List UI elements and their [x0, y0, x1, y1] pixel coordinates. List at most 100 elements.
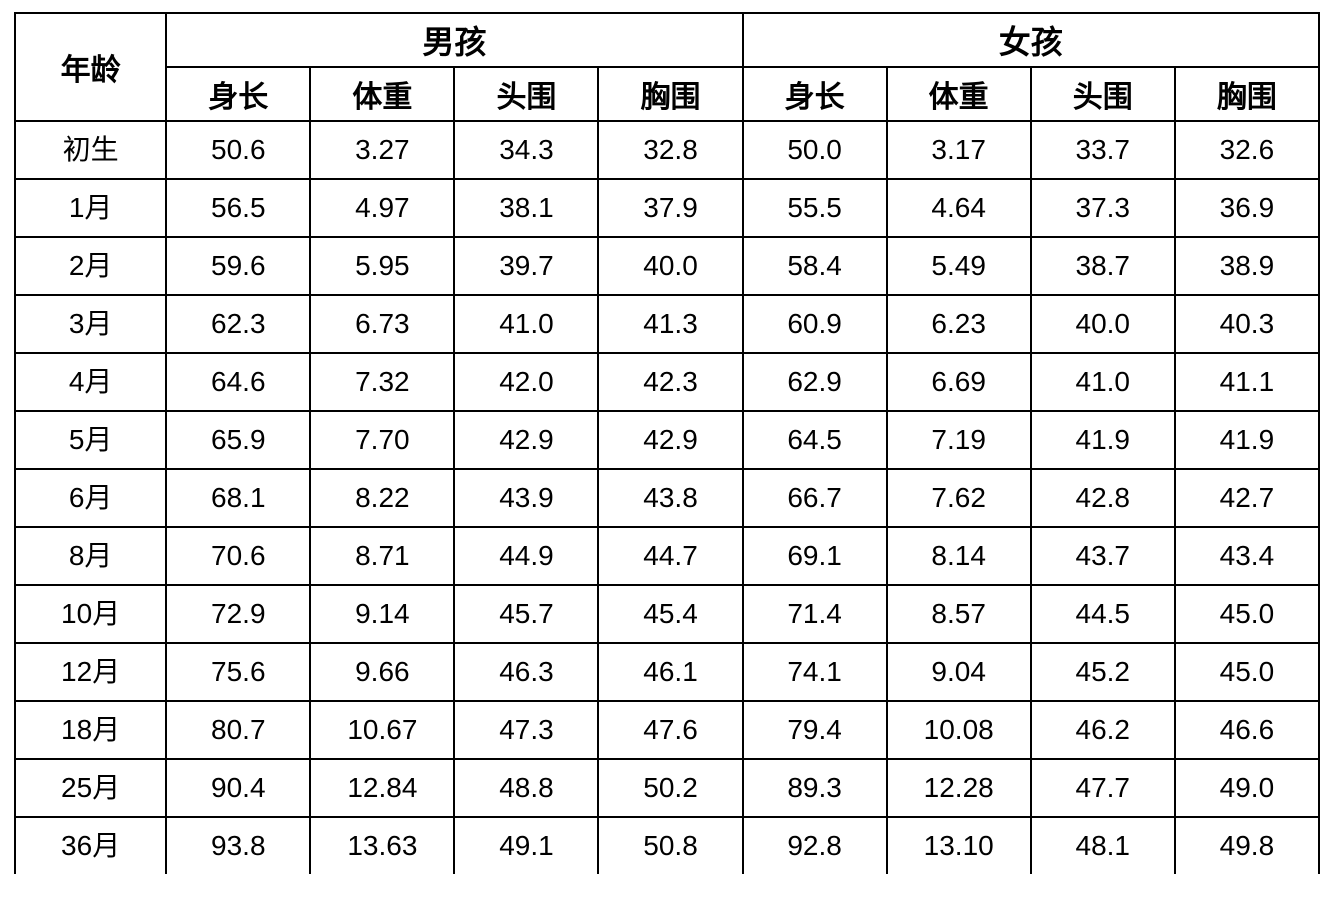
table-row: 8月 70.6 8.71 44.9 44.7 69.1 8.14 43.7 43…	[15, 527, 1319, 585]
cell: 39.7	[454, 237, 598, 295]
cell: 7.70	[310, 411, 454, 469]
table-row: 3月 62.3 6.73 41.0 41.3 60.9 6.23 40.0 40…	[15, 295, 1319, 353]
header-girl-head: 头围	[1031, 67, 1175, 121]
cell: 47.7	[1031, 759, 1175, 817]
cell: 50.8	[598, 817, 742, 874]
cell: 64.6	[166, 353, 310, 411]
cell: 41.3	[598, 295, 742, 353]
cell: 45.0	[1175, 643, 1319, 701]
cell: 43.9	[454, 469, 598, 527]
cell: 80.7	[166, 701, 310, 759]
cell: 8.57	[887, 585, 1031, 643]
cell: 40.0	[598, 237, 742, 295]
cell: 47.3	[454, 701, 598, 759]
cell: 60.9	[743, 295, 887, 353]
cell: 7.62	[887, 469, 1031, 527]
cell: 42.0	[454, 353, 598, 411]
table-row: 18月 80.7 10.67 47.3 47.6 79.4 10.08 46.2…	[15, 701, 1319, 759]
cell: 7.32	[310, 353, 454, 411]
cell: 3.17	[887, 121, 1031, 179]
cell: 92.8	[743, 817, 887, 874]
cell: 40.0	[1031, 295, 1175, 353]
cell: 59.6	[166, 237, 310, 295]
header-boy-length: 身长	[166, 67, 310, 121]
cell: 46.6	[1175, 701, 1319, 759]
cell: 48.8	[454, 759, 598, 817]
cell-age: 3月	[15, 295, 166, 353]
cell-age: 8月	[15, 527, 166, 585]
cell: 13.10	[887, 817, 1031, 874]
cell: 45.0	[1175, 585, 1319, 643]
cell: 44.9	[454, 527, 598, 585]
cell: 44.5	[1031, 585, 1175, 643]
table-row: 36月 93.8 13.63 49.1 50.8 92.8 13.10 48.1…	[15, 817, 1319, 874]
cell: 34.3	[454, 121, 598, 179]
table-row: 1月 56.5 4.97 38.1 37.9 55.5 4.64 37.3 36…	[15, 179, 1319, 237]
cell: 9.04	[887, 643, 1031, 701]
cell: 40.3	[1175, 295, 1319, 353]
cell: 69.1	[743, 527, 887, 585]
cell-age: 18月	[15, 701, 166, 759]
cell: 41.0	[454, 295, 598, 353]
cell-age: 4月	[15, 353, 166, 411]
cell: 42.9	[454, 411, 598, 469]
table-container: 年龄 男孩 女孩 身长 体重 头围 胸围 身长 体重 头围 胸围 初生 50.6…	[0, 0, 1334, 874]
cell: 62.9	[743, 353, 887, 411]
cell: 5.95	[310, 237, 454, 295]
cell: 72.9	[166, 585, 310, 643]
table-row: 2月 59.6 5.95 39.7 40.0 58.4 5.49 38.7 38…	[15, 237, 1319, 295]
cell: 33.7	[1031, 121, 1175, 179]
header-group-boy: 男孩	[166, 13, 742, 67]
cell: 46.3	[454, 643, 598, 701]
cell: 55.5	[743, 179, 887, 237]
table-row: 10月 72.9 9.14 45.7 45.4 71.4 8.57 44.5 4…	[15, 585, 1319, 643]
cell: 9.66	[310, 643, 454, 701]
table-row: 4月 64.6 7.32 42.0 42.3 62.9 6.69 41.0 41…	[15, 353, 1319, 411]
cell: 49.8	[1175, 817, 1319, 874]
cell: 10.08	[887, 701, 1031, 759]
cell: 65.9	[166, 411, 310, 469]
cell: 41.9	[1175, 411, 1319, 469]
cell: 66.7	[743, 469, 887, 527]
cell: 46.2	[1031, 701, 1175, 759]
cell: 45.7	[454, 585, 598, 643]
cell: 6.69	[887, 353, 1031, 411]
cell: 70.6	[166, 527, 310, 585]
cell: 41.9	[1031, 411, 1175, 469]
cell: 37.3	[1031, 179, 1175, 237]
cell: 45.2	[1031, 643, 1175, 701]
header-row-2: 身长 体重 头围 胸围 身长 体重 头围 胸围	[15, 67, 1319, 121]
cell: 93.8	[166, 817, 310, 874]
cell-age: 2月	[15, 237, 166, 295]
cell: 6.73	[310, 295, 454, 353]
cell: 42.3	[598, 353, 742, 411]
header-age: 年龄	[15, 13, 166, 121]
cell: 32.6	[1175, 121, 1319, 179]
cell: 12.84	[310, 759, 454, 817]
cell: 50.0	[743, 121, 887, 179]
cell: 5.49	[887, 237, 1031, 295]
cell: 50.2	[598, 759, 742, 817]
cell: 3.27	[310, 121, 454, 179]
header-boy-chest: 胸围	[598, 67, 742, 121]
header-girl-chest: 胸围	[1175, 67, 1319, 121]
table-row: 12月 75.6 9.66 46.3 46.1 74.1 9.04 45.2 4…	[15, 643, 1319, 701]
cell: 4.97	[310, 179, 454, 237]
cell: 64.5	[743, 411, 887, 469]
cell: 41.1	[1175, 353, 1319, 411]
cell: 37.9	[598, 179, 742, 237]
cell: 36.9	[1175, 179, 1319, 237]
header-group-girl: 女孩	[743, 13, 1319, 67]
cell: 46.1	[598, 643, 742, 701]
cell: 68.1	[166, 469, 310, 527]
cell-age: 5月	[15, 411, 166, 469]
cell: 48.1	[1031, 817, 1175, 874]
cell: 10.67	[310, 701, 454, 759]
cell: 38.1	[454, 179, 598, 237]
cell: 42.7	[1175, 469, 1319, 527]
cell: 4.64	[887, 179, 1031, 237]
table-row: 25月 90.4 12.84 48.8 50.2 89.3 12.28 47.7…	[15, 759, 1319, 817]
cell: 38.7	[1031, 237, 1175, 295]
header-girl-length: 身长	[743, 67, 887, 121]
cell: 8.22	[310, 469, 454, 527]
